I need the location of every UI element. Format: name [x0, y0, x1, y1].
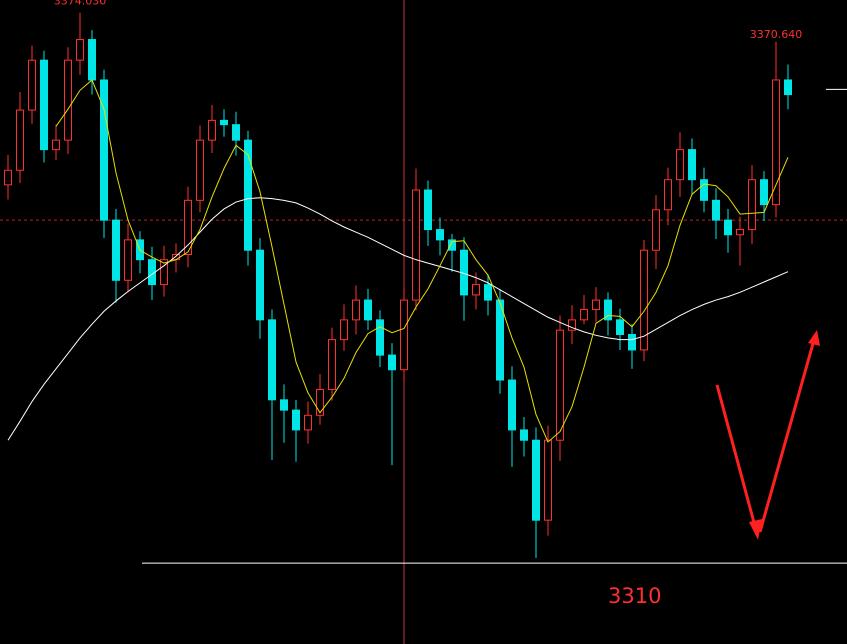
candle-body — [628, 333, 636, 351]
candle-body — [16, 109, 24, 171]
candle-body — [76, 39, 84, 61]
candle-body — [496, 299, 504, 381]
candle-body — [676, 149, 684, 181]
candle-body — [388, 354, 396, 371]
candle-body — [88, 39, 96, 81]
candle-body — [316, 388, 324, 416]
candle-body — [340, 319, 348, 341]
candle-body — [124, 239, 132, 281]
candle-body — [700, 179, 708, 201]
candle-body — [532, 439, 540, 521]
candle-body — [412, 189, 420, 301]
candle-body — [268, 319, 276, 401]
candle-body — [568, 319, 576, 331]
candle-body — [508, 379, 516, 431]
candle-body — [436, 229, 444, 241]
candle-body — [748, 179, 756, 231]
candle-body — [232, 124, 240, 141]
candle-body — [472, 284, 480, 296]
candle-body — [760, 179, 768, 206]
support-label: 3310 — [608, 584, 661, 608]
candle-body — [40, 59, 48, 151]
candle-body — [184, 199, 192, 256]
candle-body — [652, 209, 660, 251]
candle-body — [256, 249, 264, 321]
candle-body — [448, 239, 456, 251]
candle-body — [712, 199, 720, 221]
candle-body — [52, 139, 60, 151]
candle-body — [772, 79, 780, 206]
candle-body — [688, 149, 696, 181]
candle-body — [580, 309, 588, 321]
candle-body — [736, 229, 744, 236]
candle-body — [196, 139, 204, 201]
candle-body — [172, 254, 180, 261]
candle-body — [556, 329, 564, 441]
candle-body — [112, 219, 120, 281]
candle-body — [640, 249, 648, 351]
candle-body — [616, 319, 624, 335]
candle-body — [244, 139, 252, 251]
candle-body — [544, 439, 552, 521]
candle-body — [64, 59, 72, 141]
high-label: 3370.640 — [750, 28, 803, 41]
candle-body — [364, 299, 372, 321]
ma-slow-line — [7, 197, 789, 441]
arrow-up — [758, 330, 820, 533]
high-label: 3374.030 — [54, 0, 107, 8]
arrow-down — [715, 384, 762, 540]
candle-body — [4, 169, 12, 186]
candle-body — [400, 299, 408, 371]
candle-body — [160, 259, 168, 286]
candle-body — [208, 119, 216, 141]
candle-body — [220, 119, 228, 126]
candle-body — [604, 299, 612, 321]
candle-body — [724, 219, 732, 236]
candle-body — [784, 79, 792, 96]
ma-fast-line — [55, 79, 789, 443]
candle-body — [280, 399, 288, 411]
candle-body — [352, 299, 360, 321]
candle-body — [664, 179, 672, 211]
candle-body — [520, 429, 528, 441]
candle-body — [328, 339, 336, 390]
candle-body — [424, 189, 432, 231]
candle-body — [484, 284, 492, 301]
candle-body — [292, 409, 300, 431]
candle-body — [304, 414, 312, 431]
candle-body — [28, 59, 36, 111]
candle-body — [376, 319, 384, 356]
candle-body — [100, 79, 108, 221]
candle-body — [592, 299, 600, 311]
